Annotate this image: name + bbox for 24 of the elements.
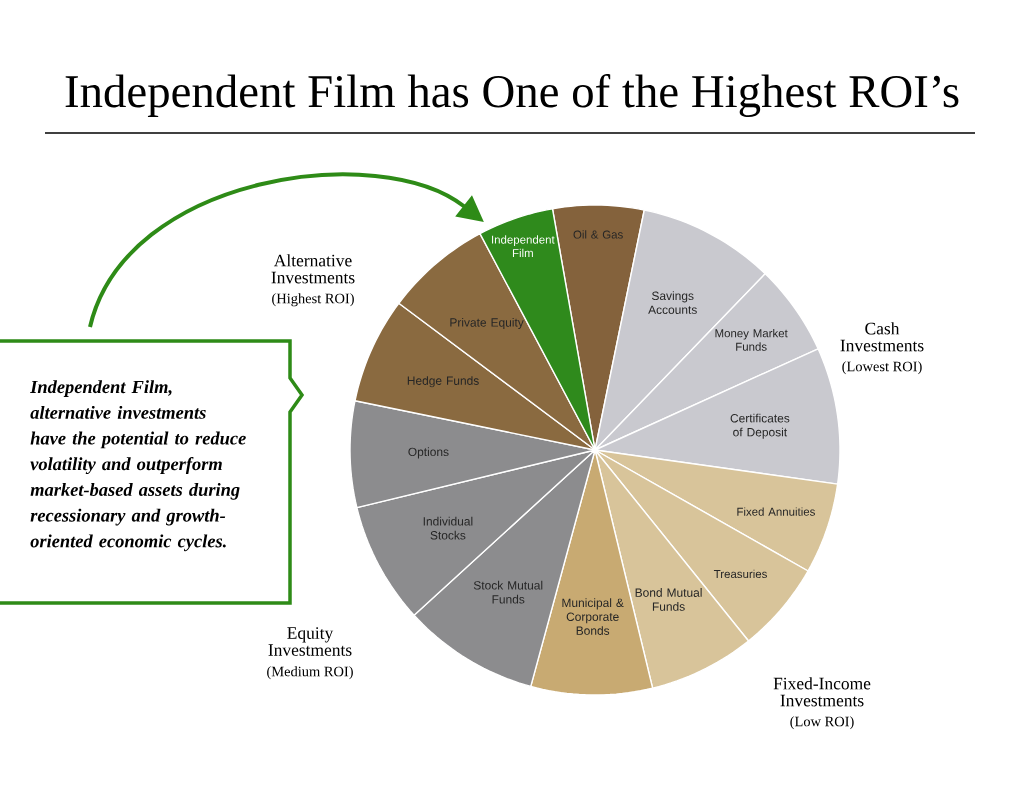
text: Cash Investments: [840, 322, 924, 352]
slice-label: Treasuries: [713, 569, 767, 579]
slice-label: Hedge Funds: [407, 376, 479, 388]
slice-label: Bond Mutual Funds: [635, 588, 702, 611]
slice-label: Private Equity: [450, 317, 524, 330]
slice-label: Independent Film: [492, 235, 555, 258]
text: (Lowest ROI): [842, 361, 922, 375]
text: Equity Investments: [268, 627, 352, 656]
text: Independent Film, alternative investments have the potential to reduce volatility and outperform market-based assets during recessionary and growth-oriented economic cycles.: [30, 380, 246, 552]
slice-label: Savings Accounts: [648, 291, 697, 314]
slice-label: Money Market Funds: [715, 328, 788, 351]
text: Fixed-Income Investments: [773, 677, 871, 707]
text: Alternative Investments: [271, 254, 355, 284]
slice-label: Fixed Annuities: [737, 507, 815, 516]
slice-label: Certificates of Deposit: [730, 413, 790, 439]
text: (Low ROI): [790, 716, 854, 730]
slice-label: Stock Mutual Funds: [473, 580, 543, 604]
text: (Highest ROI): [272, 293, 354, 307]
slice-label: Municipal & Corporate Bonds: [562, 598, 624, 635]
slice-label: Oil & Gas: [573, 230, 623, 239]
chart-title: Independent Film has One of the Highest ROI’s: [65, 74, 959, 118]
slice-label: Individual Stocks: [423, 516, 473, 540]
slice-label: Options: [408, 447, 449, 459]
text: (Medium ROI): [267, 666, 353, 680]
